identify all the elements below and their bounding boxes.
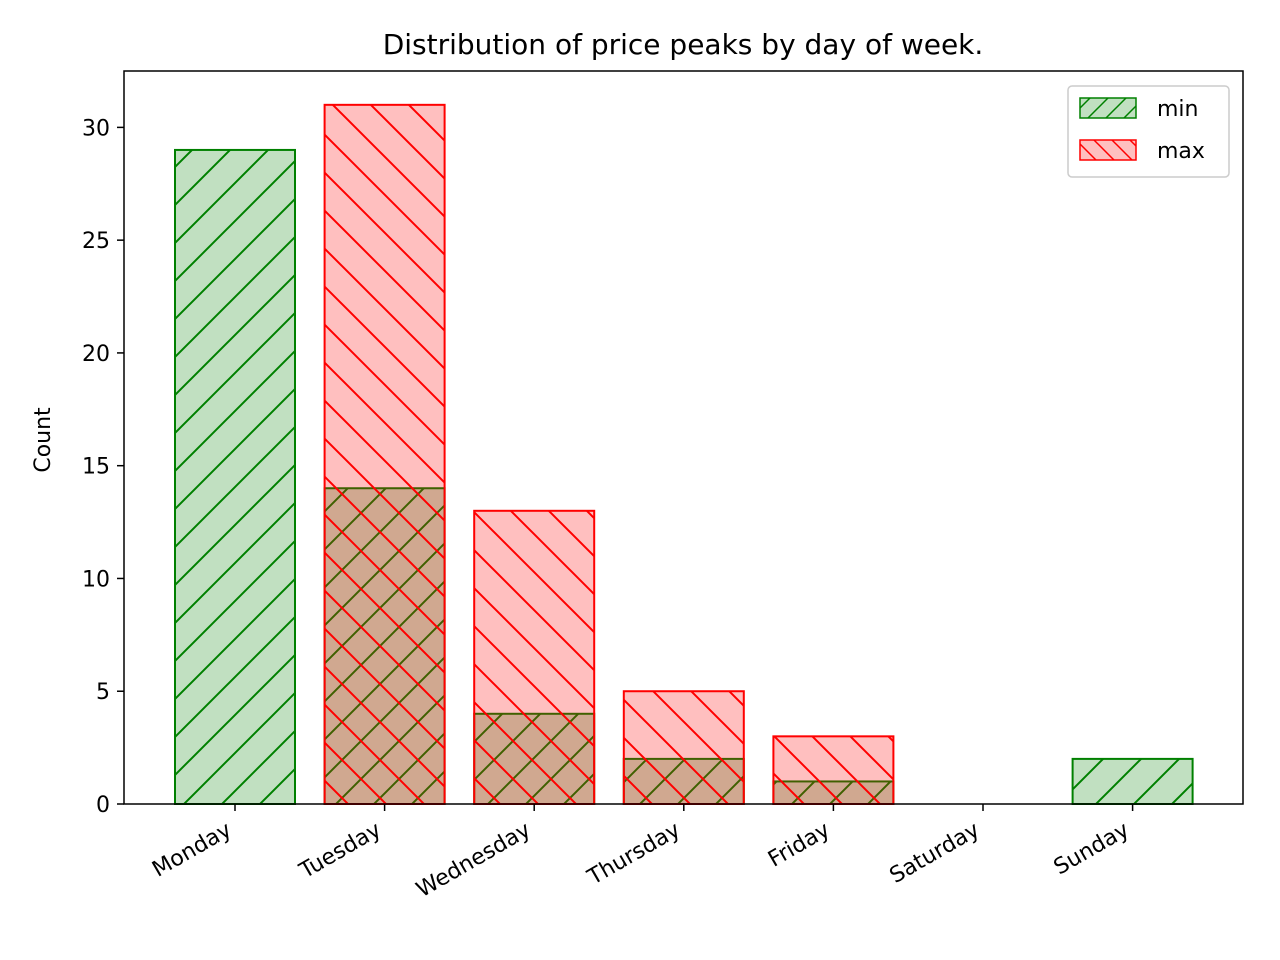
legend: min max [1067, 85, 1230, 178]
y-axis: 0 5 10 15 20 25 30 [82, 116, 124, 818]
legend-entry-min: min [1079, 97, 1199, 122]
y-tick-label-30: 30 [82, 116, 110, 141]
x-tick-label-wednesday: Wednesday [412, 818, 535, 903]
bar-max-friday-hatch [773, 736, 894, 804]
legend-label-max: max [1157, 139, 1205, 164]
y-tick-label-15: 15 [82, 455, 110, 480]
y-tick-label-5: 5 [96, 680, 110, 705]
x-tick-label-saturday: Saturday [886, 818, 984, 889]
x-tick-label-tuesday: Tuesday [295, 818, 386, 885]
y-axis-label: Count [31, 407, 56, 473]
bar-max-tuesday [323, 103, 446, 806]
bar-min-monday-hatch [175, 149, 295, 804]
legend-swatch-max-hatch [1080, 140, 1136, 160]
bar-max-wednesday-hatch [474, 510, 595, 804]
x-tick-label-thursday: Thursday [583, 818, 685, 891]
y-tick-label-20: 20 [82, 342, 110, 367]
bar-max-thursday-hatch [623, 691, 744, 804]
bar-max-thursday [622, 690, 745, 806]
max-series-bars [323, 103, 895, 806]
y-tick-label-25: 25 [82, 229, 110, 254]
bar-min-monday [174, 148, 296, 805]
x-tick-label-monday: Monday [148, 818, 236, 883]
x-tick-label-friday: Friday [764, 818, 834, 873]
bar-min-sunday-hatch [1072, 758, 1193, 804]
x-axis: Monday Tuesday Wednesday Thursday Friday Satu… [148, 804, 1134, 903]
legend-entry-max: max [1079, 139, 1205, 164]
y-tick-label-0: 0 [96, 793, 110, 818]
y-tick-label-10: 10 [82, 567, 110, 592]
bar-max-friday [772, 735, 895, 805]
bar-max-wednesday [473, 509, 596, 805]
x-tick-label-sunday: Sunday [1050, 818, 1134, 881]
bar-min-sunday [1071, 757, 1194, 806]
legend-label-min: min [1157, 97, 1199, 122]
legend-swatch-min-hatch [1080, 98, 1136, 118]
chart-title: Distribution of price peaks by day of we… [383, 28, 984, 61]
bar-max-tuesday-hatch [324, 104, 445, 805]
